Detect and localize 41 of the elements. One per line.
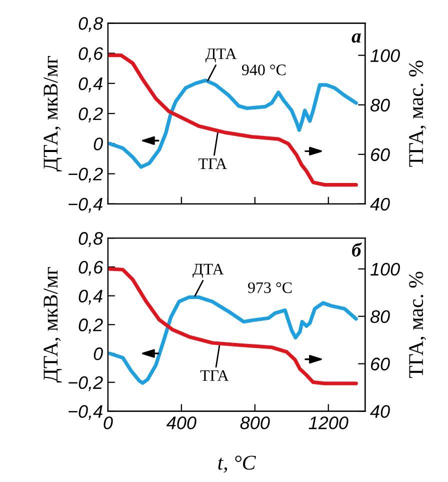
- y2-tick-label: 60: [370, 148, 390, 162]
- y-tick-label: 0: [94, 347, 103, 360]
- y2-tick-label: 40: [370, 198, 390, 211]
- y-tick-label: 0,8: [78, 17, 104, 32]
- y-tick-label: 0,8: [78, 232, 104, 247]
- x-axis-title: t, °C: [218, 456, 256, 473]
- y2-axis-title: ТГА, мас. %: [409, 272, 426, 378]
- annotation: a: [352, 33, 361, 43]
- line-series: [108, 78, 358, 169]
- y2-tick-label: 80: [370, 310, 390, 324]
- x-tick-label: 400: [166, 416, 196, 430]
- y2-axis-title: ТГА, мас. %: [409, 60, 426, 167]
- annotation: ТГА: [200, 370, 229, 381]
- annotation: 940 °C: [242, 64, 286, 76]
- y-tick-label: 0,2: [78, 107, 103, 122]
- y-axis-title: ДТА, мкВ/мг: [44, 56, 62, 172]
- y-axis-title: ДТА, мкВ/мг: [44, 267, 62, 383]
- y-tick-label: 0,6: [78, 47, 104, 62]
- y-tick-label: 0,6: [78, 260, 104, 276]
- annotation: ТГА: [198, 158, 227, 169]
- y-tick-label: −0,4: [68, 405, 102, 420]
- y-tick-label: 0,4: [78, 77, 102, 92]
- y-tick-label: −0,2: [68, 168, 103, 183]
- y-tick-label: 0,2: [78, 318, 103, 334]
- y-tick-label: 0,4: [78, 290, 102, 305]
- y2-tick-label: 100: [370, 262, 400, 276]
- y-tick-label: −0,2: [68, 376, 103, 392]
- annotation: ДТА: [192, 264, 224, 278]
- y2-tick-label: 80: [370, 98, 390, 112]
- x-tick-label: 0: [104, 416, 113, 430]
- y2-tick-label: 40: [370, 405, 390, 418]
- annotation: б: [352, 242, 362, 257]
- annotation: ДТА: [205, 48, 237, 62]
- annotation: 973 °C: [248, 282, 292, 294]
- y2-tick-label: 60: [370, 358, 390, 370]
- x-tick-label: 1200: [308, 416, 348, 430]
- y-tick-label: −0,4: [68, 198, 102, 213]
- x-tick-label: 800: [240, 416, 270, 430]
- y-tick-label: 0: [94, 138, 103, 150]
- y2-tick-label: 100: [370, 49, 400, 62]
- line-series: [108, 295, 358, 385]
